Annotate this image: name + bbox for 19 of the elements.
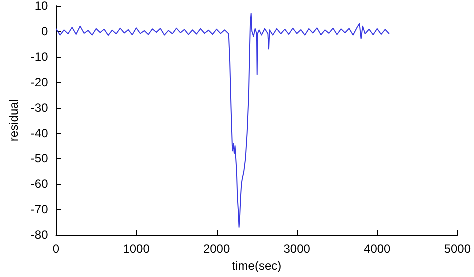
x-axis-title: time(sec) <box>232 259 282 273</box>
x-tick-label: 1000 <box>123 242 150 256</box>
y-tick-label: 0 <box>42 24 49 38</box>
x-tick-label: 3000 <box>284 242 311 256</box>
y-tick-label: -30 <box>30 100 49 115</box>
line-series <box>56 13 390 228</box>
x-tick-label: 5000 <box>444 242 472 256</box>
y-tick-label: -50 <box>30 152 49 166</box>
x-tick-label: 2000 <box>203 242 230 256</box>
y-tick-label: -40 <box>30 126 49 140</box>
y-tick-label: -70 <box>30 202 49 217</box>
y-axis-title: residual <box>7 100 21 142</box>
x-tick-label: 0 <box>52 242 60 256</box>
x-tick-label: 4000 <box>364 242 392 256</box>
y-tick-label: -20 <box>30 75 49 90</box>
y-tick-label: -10 <box>30 50 49 64</box>
y-tick-label: -80 <box>30 228 49 242</box>
y-tick-label: 10 <box>34 0 49 13</box>
y-tick-label: -60 <box>30 177 49 192</box>
